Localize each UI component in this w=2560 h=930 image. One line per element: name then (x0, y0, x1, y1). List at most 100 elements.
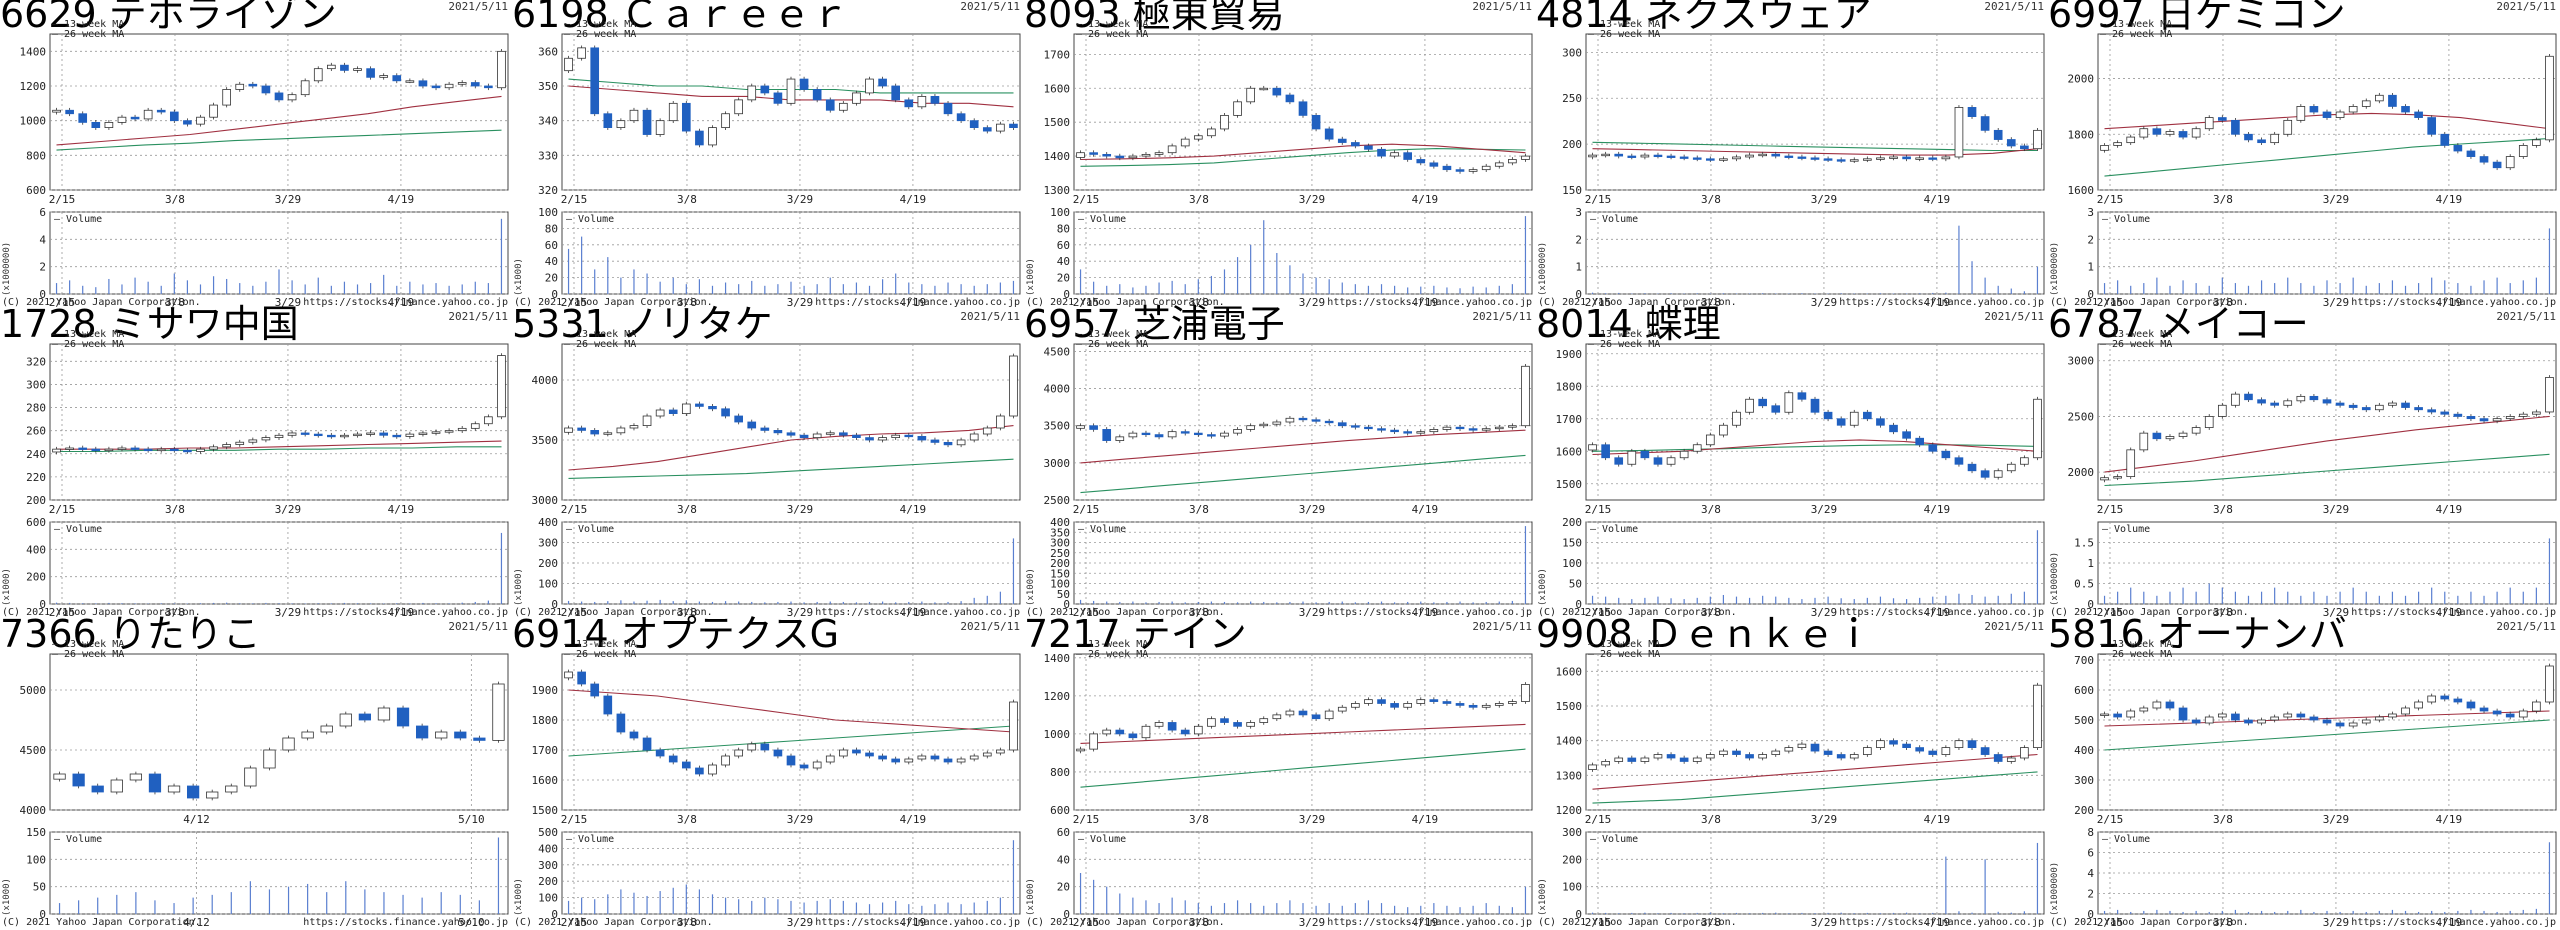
x-tick-label: 2/15 (1585, 813, 1612, 826)
candle-down (1337, 422, 1347, 427)
candle-up (642, 415, 652, 426)
volume-legend: — Volume (54, 834, 103, 845)
volume-tick-label: 150 (1562, 537, 1582, 550)
x-tick-label: 3/29 (1811, 193, 1838, 206)
volume-plot-frame (49, 521, 509, 605)
candle-up (1494, 426, 1504, 430)
candle-up (2020, 457, 2029, 465)
volume-tick-label: 20 (1057, 881, 1070, 894)
candle-down (2440, 695, 2450, 700)
candle-down (1416, 159, 1426, 164)
candle-up (1508, 159, 1517, 164)
x-tick-label: 3/29 (1811, 296, 1838, 309)
ma26-legend: — 26-week MA (52, 649, 125, 660)
candle-down (668, 755, 678, 763)
price-tick-label: 600 (26, 184, 46, 197)
candle-down (577, 671, 586, 685)
x-tick-label: 3/29 (2323, 916, 2350, 929)
ma13-legend: — 13-week MA (52, 19, 125, 30)
candle-down (603, 695, 613, 715)
price-tick-label: 800 (1050, 766, 1070, 779)
candle-down (2361, 407, 2371, 411)
ma13-line (1080, 723, 1526, 744)
candle-up (2518, 145, 2528, 157)
chart-title: 7366 りたりこ (0, 612, 261, 656)
candle-up (1614, 757, 1624, 762)
candle-down (1679, 757, 1689, 762)
candle-down (1468, 704, 1478, 708)
ma13-line (1080, 429, 1526, 464)
candle-up (366, 432, 375, 435)
volume-unit: (x1000) (1538, 568, 1548, 606)
candle-up (1876, 740, 1885, 748)
candle-up (956, 439, 966, 446)
candle-up (2165, 131, 2175, 135)
candle-down (1915, 437, 1925, 446)
candle-down (799, 78, 809, 90)
candle-down (169, 448, 179, 452)
candle-down (1771, 405, 1781, 413)
volume-unit: (x1000) (514, 568, 524, 606)
candle-down (812, 89, 822, 101)
candle-up (2545, 665, 2554, 703)
price-tick-label: 240 (26, 448, 46, 461)
candle-down (878, 755, 887, 760)
candle-up (2388, 402, 2397, 406)
candle-down (1889, 424, 1898, 433)
candle-down (760, 427, 770, 431)
candle-down (1272, 87, 1282, 96)
ma13-line (56, 440, 502, 450)
candle-up (904, 758, 914, 763)
candle-up (1468, 169, 1478, 172)
candle-down (148, 773, 162, 793)
volume-tick-label: 60 (1057, 239, 1070, 252)
x-tick-label: 3/8 (165, 296, 185, 309)
x-tick-label: 3/8 (1701, 916, 1721, 929)
candle-down (392, 75, 402, 82)
candle-down (2453, 145, 2463, 152)
candle-down (1614, 153, 1624, 157)
price-tick-label: 300 (1562, 46, 1582, 59)
price-plot-frame (2097, 343, 2557, 501)
candle-up (300, 80, 310, 96)
candle-up (2033, 129, 2042, 150)
candle-down (1311, 114, 1321, 130)
candle-up (1167, 145, 1177, 154)
price-tick-label: 1200 (1044, 690, 1071, 703)
candle-up (917, 755, 927, 760)
chart-svg: 1200130014001500160001002003002/152/153/… (1556, 653, 2045, 929)
price-tick-label: 320 (538, 184, 558, 197)
candle-up (167, 785, 181, 793)
candle-up (1889, 156, 1898, 159)
x-tick-label: 2/15 (1585, 296, 1612, 309)
candle-down (852, 749, 861, 754)
ma26-legend: — 26-week MA (1588, 649, 1661, 660)
candle-up (1508, 425, 1517, 428)
ma-legend: — 13-week MA — 26-week MA (52, 640, 124, 660)
candle-up (104, 122, 114, 129)
candle-down (865, 752, 874, 757)
candle-up (431, 431, 441, 434)
chart-svg: 1500160017001800190001002003004005002/15… (532, 653, 1021, 929)
candle-up (52, 448, 61, 453)
price-tick-label: 1200 (1556, 804, 1583, 817)
candle-up (1745, 154, 1754, 158)
x-tick-label: 4/12 (183, 916, 210, 929)
x-tick-label: 3/8 (1189, 296, 1209, 309)
candle-down (1115, 155, 1125, 159)
candle-down (186, 785, 200, 799)
volume-tick-label: 100 (1050, 206, 1070, 219)
candle-down (1653, 457, 1663, 465)
copyright: (C) 2021 Yahoo Japan Corporation. (2, 607, 201, 618)
chart-date: 2021/5/11 (960, 0, 1020, 13)
candle-down (865, 437, 874, 441)
candle-down (2414, 407, 2423, 411)
price-plot-frame (1585, 33, 2045, 191)
chart-title: 6997 日ケミコン (2048, 0, 2346, 36)
candle-up (1089, 733, 1098, 750)
candle-down (2427, 117, 2437, 135)
candle-up (274, 434, 284, 438)
copyright: (C) 2021 Yahoo Japan Corporation. (2050, 917, 2249, 928)
stock-chart-panel: 320 330 340 350 360 0 20 40 60 80 100 2/15 2/15 3/8 3/… (512, 0, 1024, 310)
x-tick-label: 4/19 (2436, 916, 2463, 929)
